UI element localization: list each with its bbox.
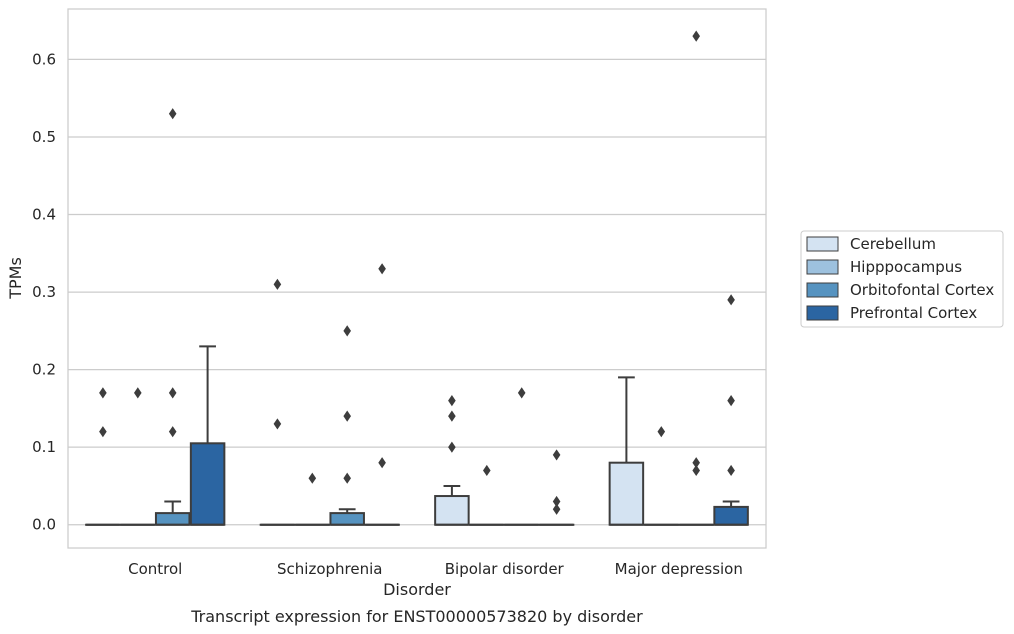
outlier-point bbox=[448, 441, 456, 453]
box-rect bbox=[189, 442, 226, 526]
x-axis-label: Disorder bbox=[383, 580, 451, 599]
y-tick-label: 0.3 bbox=[32, 283, 56, 301]
outlier-point bbox=[99, 426, 107, 438]
box-rect bbox=[329, 512, 365, 526]
legend-swatch bbox=[806, 305, 839, 321]
y-tick-label: 0.4 bbox=[32, 206, 56, 224]
box-group bbox=[259, 278, 296, 526]
outlier-point bbox=[552, 503, 561, 515]
outlier-point bbox=[692, 457, 700, 469]
box-group bbox=[503, 387, 540, 526]
outlier-point bbox=[308, 472, 317, 484]
outlier-point bbox=[378, 457, 386, 469]
legend-label: Prefrontal Cortex bbox=[850, 304, 977, 322]
x-tick-label: Major depression bbox=[615, 560, 743, 578]
outlier-point bbox=[552, 449, 561, 461]
outlier-point bbox=[273, 418, 282, 430]
outlier-point bbox=[343, 325, 351, 337]
box-group bbox=[643, 426, 680, 526]
box-group bbox=[329, 325, 365, 526]
y-tick-label: 0.2 bbox=[32, 361, 56, 379]
outlier-point bbox=[168, 426, 177, 438]
box-group bbox=[120, 387, 156, 526]
legend-swatch bbox=[806, 259, 839, 275]
legend-label: Cerebellum bbox=[850, 235, 936, 253]
outlier-point bbox=[378, 263, 386, 275]
y-axis-label: TPMs bbox=[6, 257, 25, 300]
chart-caption: Transcript expression for ENST0000057382… bbox=[190, 607, 643, 626]
box-rect bbox=[154, 512, 191, 526]
box-rect bbox=[608, 461, 645, 526]
outlier-point bbox=[168, 387, 177, 399]
outlier-point bbox=[99, 387, 107, 399]
outlier-point bbox=[657, 426, 666, 438]
outlier-point bbox=[692, 464, 700, 477]
x-tick-label: Schizophrenia bbox=[277, 560, 382, 578]
outlier-point bbox=[134, 387, 142, 399]
x-axis-ticks: Control Schizophrenia Bipolar disorder Majo… bbox=[128, 560, 743, 578]
box-group bbox=[434, 395, 470, 526]
box-group bbox=[713, 294, 749, 526]
box-group bbox=[469, 464, 505, 526]
outlier-point bbox=[483, 464, 491, 477]
y-axis-ticks: 0.0 0.1 0.2 0.3 0.4 0.5 0.6 bbox=[32, 50, 56, 533]
plot-area-frame bbox=[67, 8, 767, 549]
box-group bbox=[364, 263, 400, 526]
outlier-point bbox=[448, 395, 456, 407]
box-group bbox=[678, 30, 714, 526]
gridlines bbox=[68, 58, 766, 526]
outlier-point bbox=[692, 30, 700, 42]
box-group bbox=[294, 472, 331, 526]
outlier-point bbox=[517, 387, 526, 399]
outlier-point bbox=[727, 395, 735, 407]
x-tick-label: Bipolar disorder bbox=[445, 560, 565, 578]
y-tick-label: 0.1 bbox=[32, 438, 56, 456]
outlier-point bbox=[727, 294, 735, 306]
outlier-point bbox=[448, 410, 456, 422]
box-rect bbox=[713, 505, 749, 526]
outlier-point bbox=[727, 464, 735, 477]
box-group bbox=[85, 387, 121, 526]
legend-label: Orbitofontal Cortex bbox=[850, 281, 994, 299]
legend-label: Hipppocampus bbox=[850, 258, 962, 276]
outlier-point bbox=[343, 472, 351, 484]
outlier-point bbox=[552, 495, 561, 508]
y-tick-label: 0.0 bbox=[32, 516, 56, 534]
legend-swatch bbox=[806, 282, 839, 298]
box-group bbox=[538, 449, 575, 526]
legend: Cerebellum Hipppocampus Orbitofontal Corte… bbox=[800, 230, 1004, 328]
box-group bbox=[154, 108, 191, 526]
y-tick-label: 0.5 bbox=[32, 128, 56, 146]
box-group bbox=[608, 376, 645, 526]
outlier-point bbox=[273, 278, 282, 290]
box-group bbox=[189, 345, 226, 526]
x-tick-label: Control bbox=[128, 560, 182, 578]
outlier-point bbox=[343, 410, 351, 422]
y-tick-label: 0.6 bbox=[32, 50, 56, 68]
box-rect bbox=[434, 495, 470, 526]
box-series bbox=[85, 30, 749, 526]
outlier-point bbox=[168, 108, 177, 120]
legend-swatch bbox=[806, 236, 839, 252]
legend-frame bbox=[800, 230, 1004, 328]
